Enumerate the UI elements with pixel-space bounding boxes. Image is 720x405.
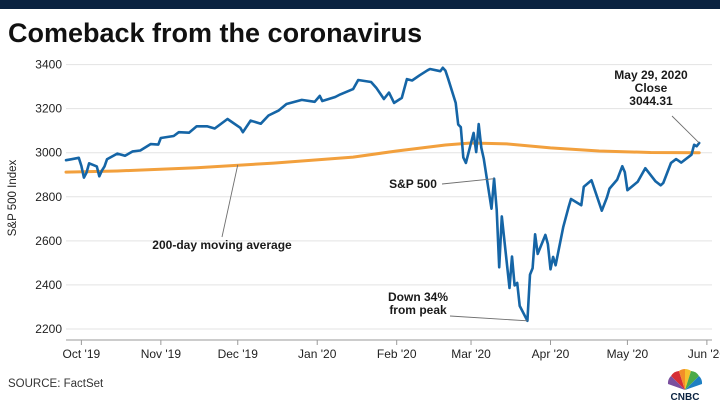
x-tick-label: May '20 — [607, 347, 649, 361]
x-tick-label: Nov '19 — [141, 347, 182, 361]
y-tick-label-2400: 2400 — [35, 278, 62, 292]
chart-title: Comeback from the coronavirus — [8, 18, 423, 48]
x-tick-label: Oct '19 — [63, 347, 101, 361]
annotation-close-line-1: Close — [635, 81, 668, 95]
x-tick-label: Jan '20 — [298, 347, 337, 361]
y-tick-label-2600: 2600 — [35, 234, 62, 248]
annotation-leaders — [221, 115, 700, 322]
cnbc-peacock-logo: CNBC — [667, 369, 703, 402]
x-tick-label: Dec '19 — [218, 347, 259, 361]
x-axis: Oct '19 Nov '19 Dec '19 Jan '20 Feb '20 Mar '… — [63, 339, 720, 361]
y-tick-label-3200: 3200 — [35, 102, 62, 116]
x-tick-label: Jun '20 — [688, 347, 720, 361]
annotation-close-line-0: May 29, 2020 — [614, 68, 688, 82]
annotation-trough-line-0: Down 34% — [388, 290, 448, 304]
y-tick-label-2200: 2200 — [35, 322, 62, 336]
brand-wordmark: CNBC — [671, 392, 700, 402]
source-note: SOURCE: FactSet — [8, 378, 104, 390]
annotation-leader-trough — [449, 315, 528, 322]
y-tick-label-3000: 3000 — [35, 146, 62, 160]
annotation-leader-ma200 — [221, 164, 239, 238]
x-tick-label: Mar '20 — [451, 347, 491, 361]
sp500-line — [64, 66, 701, 323]
annotation-leader-close — [671, 115, 700, 144]
annotation-trough-line-1: from peak — [389, 303, 447, 317]
y-axis-label: S&P 500 Index — [7, 159, 19, 236]
x-tick-label: Apr '20 — [532, 347, 570, 361]
annotation-ma200-line-0: 200-day moving average — [152, 238, 292, 252]
y-tick-label-2800: 2800 — [35, 190, 62, 204]
header-bar — [0, 0, 720, 9]
series-group — [64, 66, 701, 323]
y-tick-label-3400: 3400 — [35, 58, 62, 72]
annotation-leader-sp500 — [441, 178, 495, 185]
annotation-close-line-2: 3044.31 — [629, 94, 673, 108]
y-axis: 2200 2400 2600 2800 3000 3200 3400 — [35, 58, 62, 336]
annotation-sp500-line-0: S&P 500 — [389, 177, 437, 191]
x-tick-label: Feb '20 — [377, 347, 417, 361]
grid-lines — [66, 64, 712, 330]
ma200-line — [64, 141, 701, 174]
